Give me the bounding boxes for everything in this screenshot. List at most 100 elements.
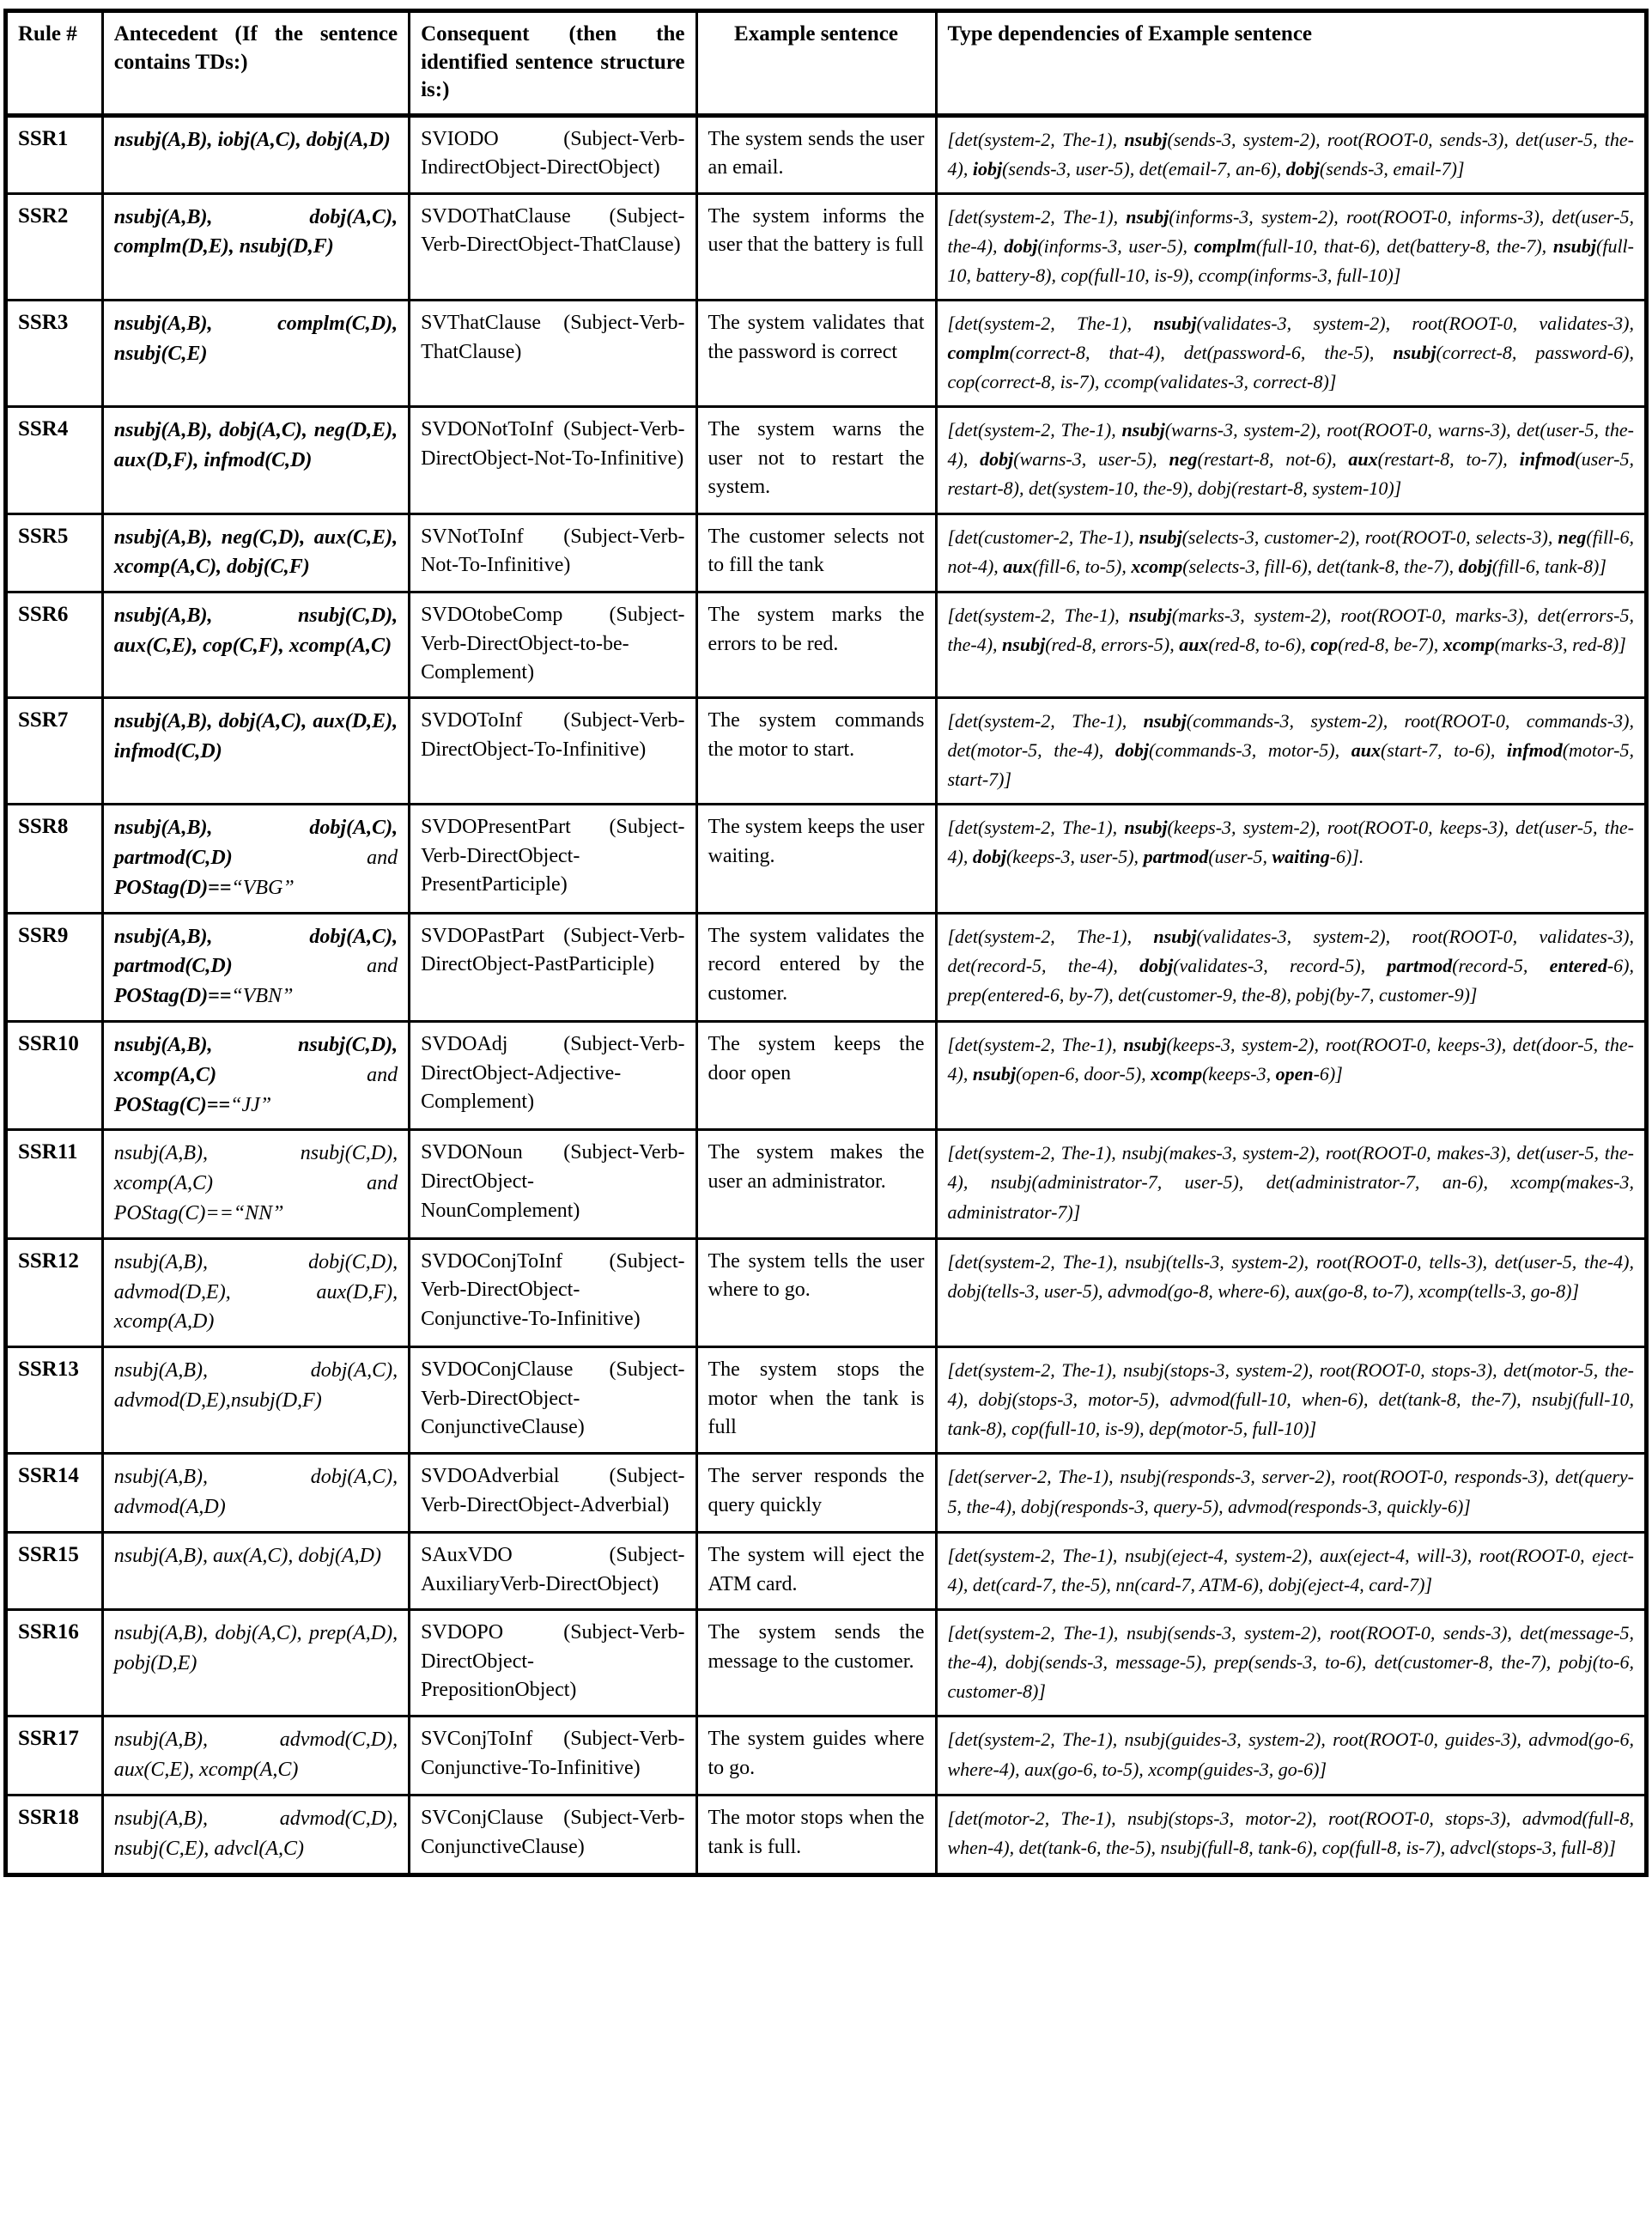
antecedent-cell: nsubj(A,B), dobj(C,D), advmod(D,E), aux(… bbox=[100, 1236, 411, 1349]
type-dependencies-cell: [det(system-2, The-1), nsubj(validates-3… bbox=[934, 298, 1648, 409]
rule-id-cell: SSR14 bbox=[4, 1452, 104, 1534]
column-header-rule-number: Rule # bbox=[4, 9, 104, 117]
table-row: SSR16 nsubj(A,B), dobj(A,C), prep(A,D), p… bbox=[4, 1608, 1648, 1718]
example-sentence-cell: The system marks the errors to be red. bbox=[695, 591, 938, 699]
antecedent-cell: nsubj(A,B), dobj(A,C), partmod(C,D) and … bbox=[100, 911, 411, 1023]
table-row: SSR11 nsubj(A,B), nsubj(C,D), xcomp(A,C) … bbox=[4, 1128, 1648, 1240]
rule-id-cell: SSR2 bbox=[4, 191, 104, 301]
rule-id-cell: SSR5 bbox=[4, 512, 104, 594]
antecedent-cell: nsubj(A,B), neg(C,D), aux(C,E), xcomp(A,… bbox=[100, 512, 411, 594]
consequent-cell: SVDOAdverbial (Subject-Verb-DirectObject… bbox=[408, 1452, 698, 1534]
antecedent-cell: nsubj(A,B), nsubj(C,D), xcomp(A,C) and P… bbox=[100, 1019, 411, 1132]
header-row: Rule # Antecedent (If the sentence conta… bbox=[4, 9, 1648, 117]
consequent-cell: SVConjToInf (Subject-Verb-Conjunctive-To… bbox=[408, 1715, 698, 1797]
antecedent-cell: nsubj(A,B), advmod(C,D), aux(C,E), xcomp… bbox=[100, 1715, 411, 1797]
type-dependencies-cell: [det(system-2, The-1), nsubj(stops-3, sy… bbox=[934, 1346, 1648, 1455]
example-sentence-cell: The system guides where to go. bbox=[695, 1715, 938, 1797]
example-sentence-cell: The system warns the user not to restart… bbox=[695, 405, 938, 515]
table-row: SSR12 nsubj(A,B), dobj(C,D), advmod(D,E),… bbox=[4, 1236, 1648, 1349]
example-sentence-cell: The system validates that the password i… bbox=[695, 298, 938, 409]
type-dependencies-cell: [det(customer-2, The-1), nsubj(selects-3… bbox=[934, 512, 1648, 594]
consequent-cell: SVDOAdj (Subject-Verb-DirectObject-Adjec… bbox=[408, 1019, 698, 1132]
rule-id-cell: SSR15 bbox=[4, 1531, 104, 1612]
consequent-cell: SVDOPO (Subject-Verb-DirectObject-Prepos… bbox=[408, 1608, 698, 1718]
rule-id-cell: SSR9 bbox=[4, 911, 104, 1023]
table-row: SSR2 nsubj(A,B), dobj(A,C), complm(D,E), … bbox=[4, 191, 1648, 301]
type-dependencies-cell: [det(system-2, The-1), nsubj(keeps-3, sy… bbox=[934, 1019, 1648, 1132]
example-sentence-cell: The system commands the motor to start. bbox=[695, 696, 938, 806]
consequent-cell: SVConjClause (Subject-Verb-ConjunctiveCl… bbox=[408, 1794, 698, 1876]
type-dependencies-cell: [det(system-2, The-1), nsubj(sends-3, sy… bbox=[934, 113, 1648, 195]
consequent-cell: SAuxVDO (Subject-AuxiliaryVerb-DirectObj… bbox=[408, 1531, 698, 1612]
antecedent-cell: nsubj(A,B), dobj(A,C), aux(D,E), infmod(… bbox=[100, 696, 411, 806]
example-sentence-cell: The system sends the user an email. bbox=[695, 113, 938, 195]
type-dependencies-cell: [det(system-2, The-1), nsubj(marks-3, sy… bbox=[934, 591, 1648, 699]
rule-id-cell: SSR17 bbox=[4, 1715, 104, 1797]
table-row: SSR9 nsubj(A,B), dobj(A,C), partmod(C,D) … bbox=[4, 911, 1648, 1023]
table-row: SSR8 nsubj(A,B), dobj(A,C), partmod(C,D) … bbox=[4, 803, 1648, 914]
rule-id-cell: SSR16 bbox=[4, 1608, 104, 1718]
antecedent-cell: nsubj(A,B), iobj(A,C), dobj(A,D) bbox=[100, 113, 411, 195]
table-row: SSR13 nsubj(A,B), dobj(A,C), advmod(D,E),… bbox=[4, 1346, 1648, 1455]
consequent-cell: SVDONotToInf (Subject-Verb-DirectObject-… bbox=[408, 405, 698, 515]
table-row: SSR5 nsubj(A,B), neg(C,D), aux(C,E), xcom… bbox=[4, 512, 1648, 594]
rule-id-cell: SSR12 bbox=[4, 1236, 104, 1349]
rule-id-cell: SSR10 bbox=[4, 1019, 104, 1132]
consequent-cell: SVDOtobeComp (Subject-Verb-DirectObject-… bbox=[408, 591, 698, 699]
table-row: SSR15 nsubj(A,B), aux(A,C), dobj(A,D) SAux… bbox=[4, 1531, 1648, 1612]
consequent-cell: SVNotToInf (Subject-Verb-Not-To-Infiniti… bbox=[408, 512, 698, 594]
consequent-cell: SVThatClause (Subject-Verb-ThatClause) bbox=[408, 298, 698, 409]
example-sentence-cell: The system tells the user where to go. bbox=[695, 1236, 938, 1349]
rule-id-cell: SSR11 bbox=[4, 1128, 104, 1240]
antecedent-cell: nsubj(A,B), complm(C,D), nsubj(C,E) bbox=[100, 298, 411, 409]
consequent-cell: SVDOThatClause (Subject-Verb-DirectObjec… bbox=[408, 191, 698, 301]
antecedent-cell: nsubj(A,B), dobj(A,C), advmod(A,D) bbox=[100, 1452, 411, 1534]
rule-id-cell: SSR1 bbox=[4, 113, 104, 195]
type-dependencies-cell: [det(system-2, The-1), nsubj(guides-3, s… bbox=[934, 1715, 1648, 1797]
rule-id-cell: SSR6 bbox=[4, 591, 104, 699]
rule-id-cell: SSR3 bbox=[4, 298, 104, 409]
consequent-cell: SVDOPresentPart (Subject-Verb-DirectObje… bbox=[408, 803, 698, 914]
antecedent-cell: nsubj(A,B), nsubj(C,D), xcomp(A,C) and P… bbox=[100, 1128, 411, 1240]
table-row: SSR1 nsubj(A,B), iobj(A,C), dobj(A,D) SVIO… bbox=[4, 113, 1648, 195]
example-sentence-cell: The customer selects not to fill the tan… bbox=[695, 512, 938, 594]
consequent-cell: SVDOConjToInf (Subject-Verb-DirectObject… bbox=[408, 1236, 698, 1349]
consequent-cell: SVDOToInf (Subject-Verb-DirectObject-To-… bbox=[408, 696, 698, 806]
example-sentence-cell: The system makes the user an administrat… bbox=[695, 1128, 938, 1240]
example-sentence-cell: The system sends the message to the cust… bbox=[695, 1608, 938, 1718]
consequent-cell: SVIODO (Subject-Verb-IndirectObject-Dire… bbox=[408, 113, 698, 195]
example-sentence-cell: The system stops the motor when the tank… bbox=[695, 1346, 938, 1455]
example-sentence-cell: The system informs the user that the bat… bbox=[695, 191, 938, 301]
antecedent-cell: nsubj(A,B), aux(A,C), dobj(A,D) bbox=[100, 1531, 411, 1612]
type-dependencies-cell: [det(system-2, The-1), nsubj(eject-4, sy… bbox=[934, 1531, 1648, 1612]
antecedent-cell: nsubj(A,B), dobj(A,C), prep(A,D), pobj(D… bbox=[100, 1608, 411, 1718]
table-row: SSR17 nsubj(A,B), advmod(C,D), aux(C,E), … bbox=[4, 1715, 1648, 1797]
type-dependencies-cell: [det(motor-2, The-1), nsubj(stops-3, mot… bbox=[934, 1794, 1648, 1876]
rule-id-cell: SSR7 bbox=[4, 696, 104, 806]
table-row: SSR3 nsubj(A,B), complm(C,D), nsubj(C,E) S… bbox=[4, 298, 1648, 409]
type-dependencies-cell: [det(system-2, The-1), nsubj(informs-3, … bbox=[934, 191, 1648, 301]
consequent-cell: SVDOPastPart (Subject-Verb-DirectObject-… bbox=[408, 911, 698, 1023]
table-row: SSR10 nsubj(A,B), nsubj(C,D), xcomp(A,C) … bbox=[4, 1019, 1648, 1132]
table-row: SSR4 nsubj(A,B), dobj(A,C), neg(D,E), aux… bbox=[4, 405, 1648, 515]
column-header-type-dependencies: Type dependencies of Example sentence bbox=[934, 9, 1648, 117]
column-header-antecedent: Antecedent (If the sentence contains TDs… bbox=[100, 9, 411, 117]
type-dependencies-cell: [det(system-2, The-1), nsubj(tells-3, sy… bbox=[934, 1236, 1648, 1349]
type-dependencies-cell: [det(system-2, The-1), nsubj(validates-3… bbox=[934, 911, 1648, 1023]
table-row: SSR14 nsubj(A,B), dobj(A,C), advmod(A,D) S… bbox=[4, 1452, 1648, 1534]
column-header-consequent: Consequent (then the identified sentence… bbox=[408, 9, 698, 117]
table-row: SSR7 nsubj(A,B), dobj(A,C), aux(D,E), inf… bbox=[4, 696, 1648, 806]
table-row: SSR18 nsubj(A,B), advmod(C,D), nsubj(C,E)… bbox=[4, 1794, 1648, 1876]
rule-id-cell: SSR4 bbox=[4, 405, 104, 515]
table-row: SSR6 nsubj(A,B), nsubj(C,D), aux(C,E), co… bbox=[4, 591, 1648, 699]
antecedent-cell: nsubj(A,B), dobj(A,C), partmod(C,D) and … bbox=[100, 803, 411, 914]
consequent-cell: SVDONoun (Subject-Verb-DirectObject-Noun… bbox=[408, 1128, 698, 1240]
type-dependencies-cell: [det(system-2, The-1), nsubj(warns-3, sy… bbox=[934, 405, 1648, 515]
antecedent-cell: nsubj(A,B), dobj(A,C), neg(D,E), aux(D,F… bbox=[100, 405, 411, 515]
type-dependencies-cell: [det(system-2, The-1), nsubj(sends-3, sy… bbox=[934, 1608, 1648, 1718]
example-sentence-cell: The system keeps the user waiting. bbox=[695, 803, 938, 914]
column-header-example-sentence: Example sentence bbox=[695, 9, 938, 117]
type-dependencies-cell: [det(system-2, The-1), nsubj(keeps-3, sy… bbox=[934, 803, 1648, 914]
antecedent-cell: nsubj(A,B), dobj(A,C), complm(D,E), nsub… bbox=[100, 191, 411, 301]
antecedent-cell: nsubj(A,B), nsubj(C,D), aux(C,E), cop(C,… bbox=[100, 591, 411, 699]
